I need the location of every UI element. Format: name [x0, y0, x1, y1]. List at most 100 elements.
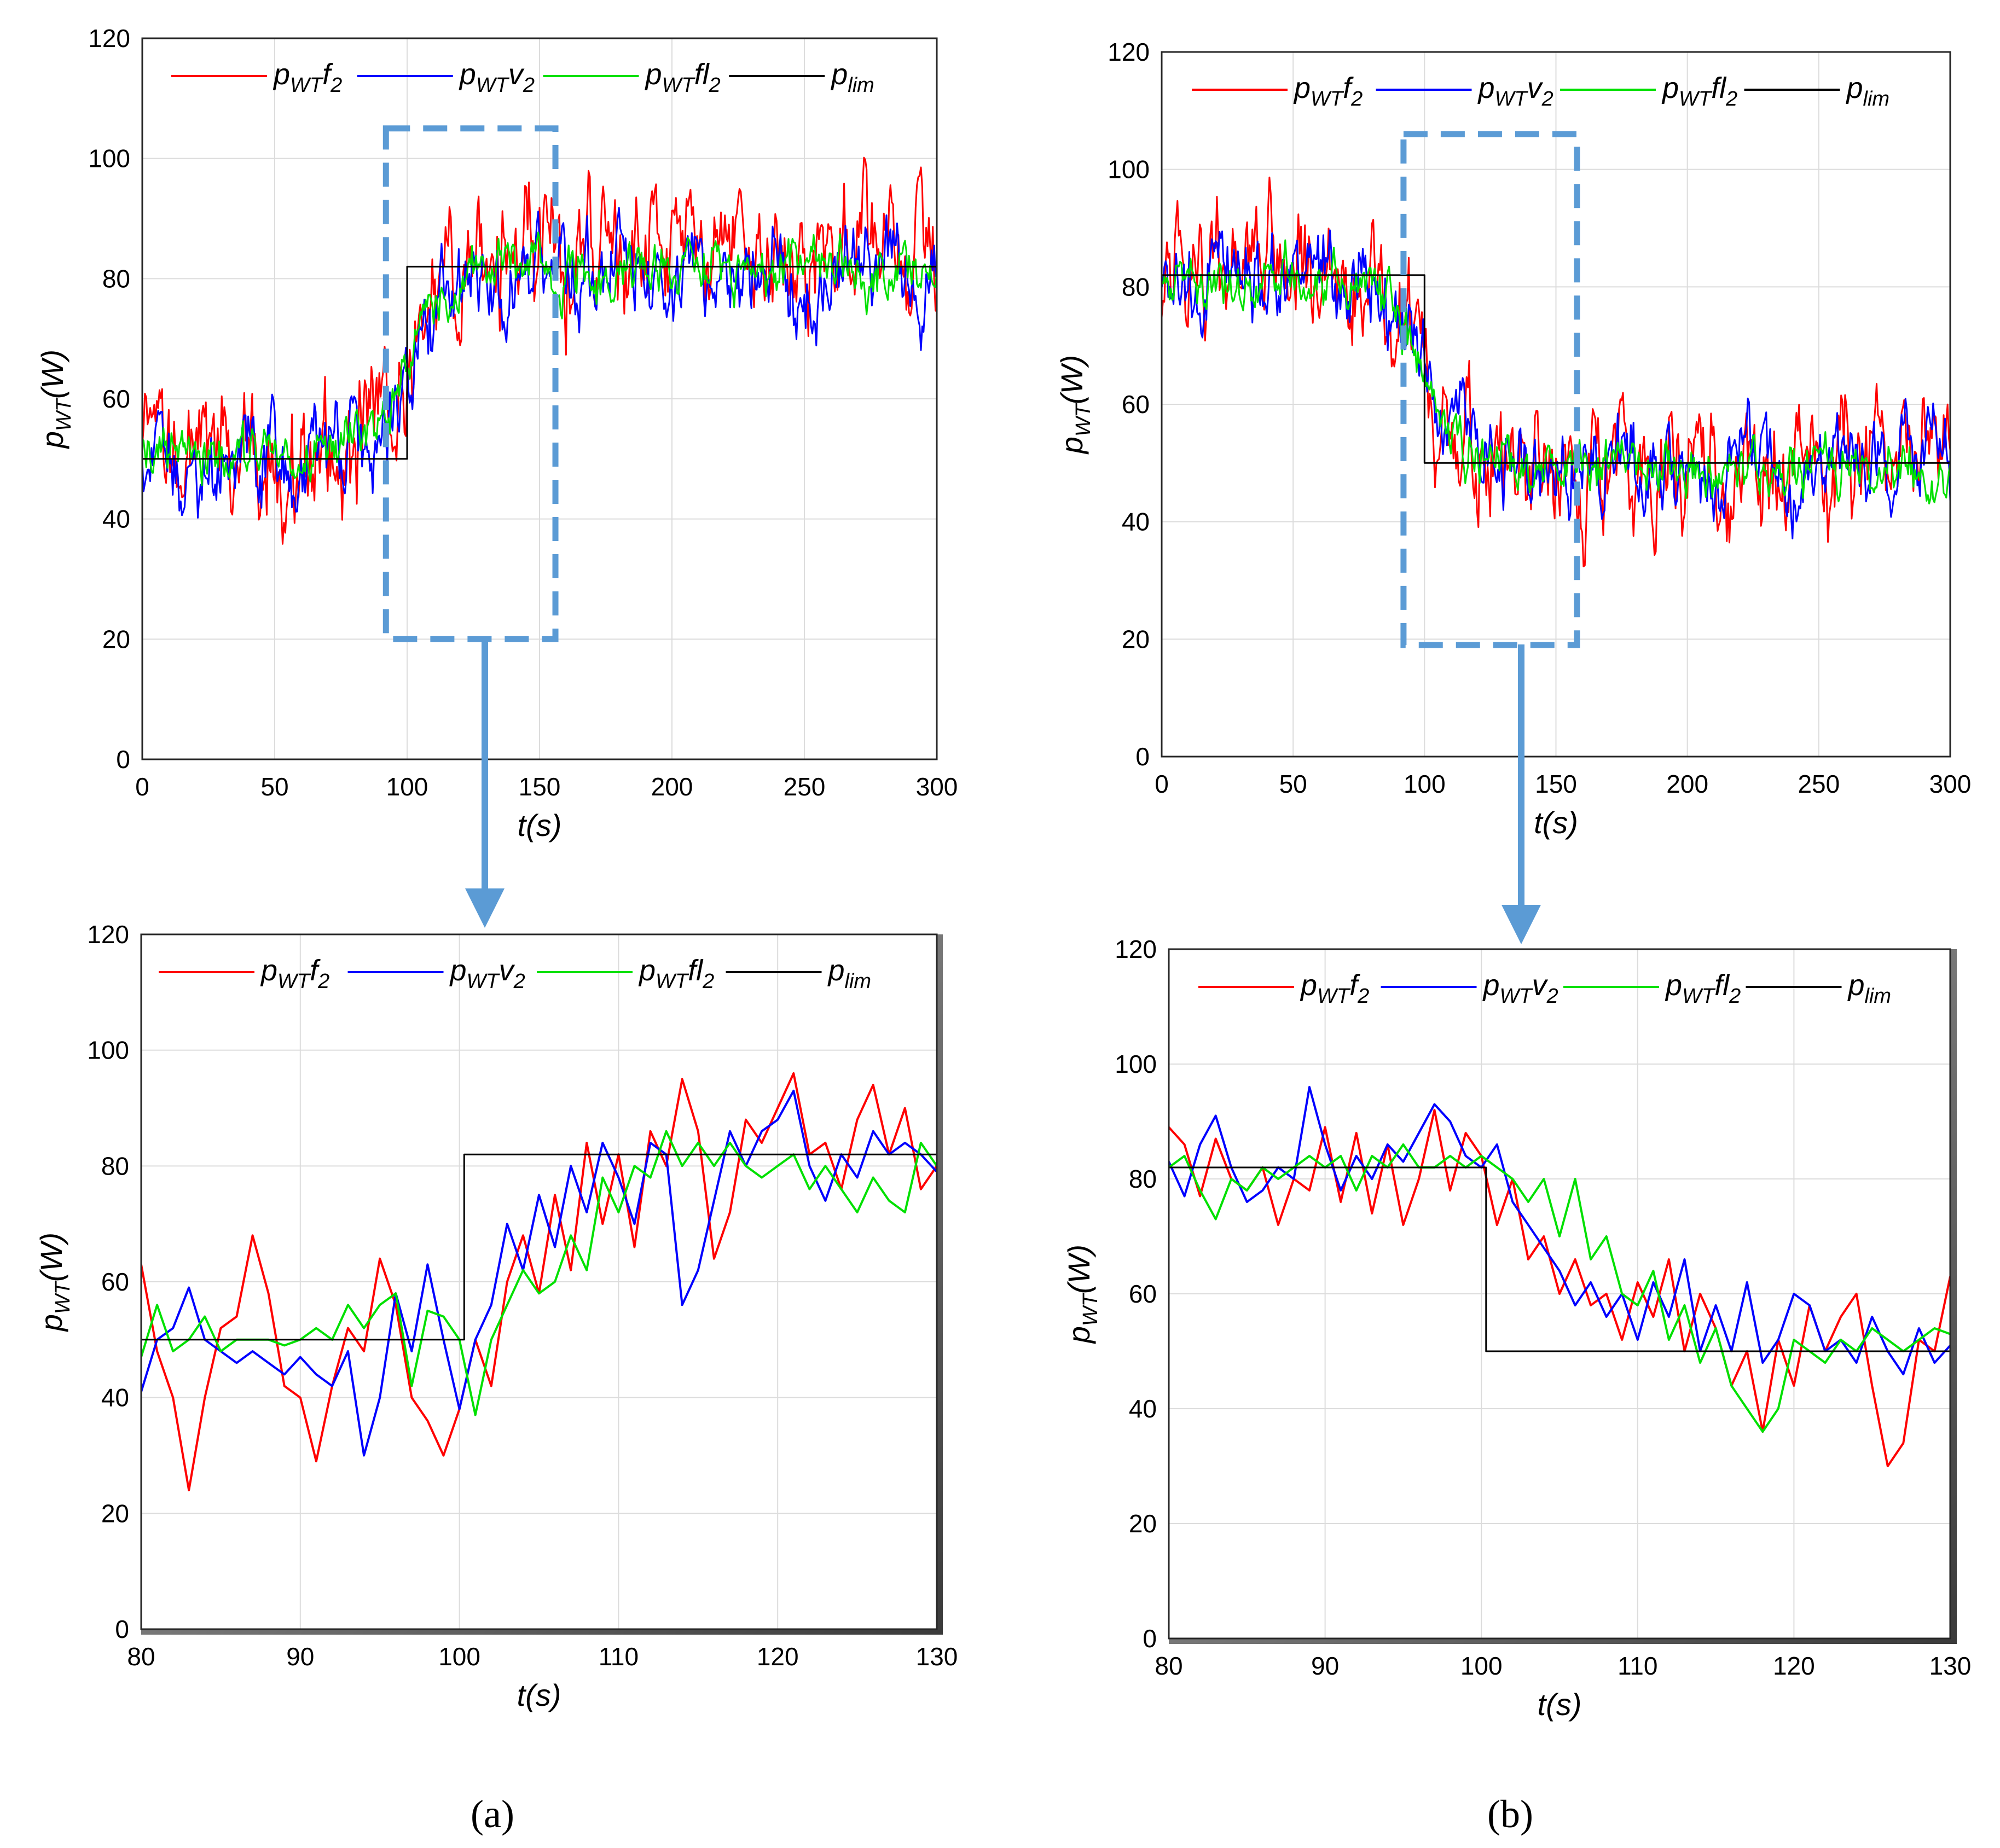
x-tick-label: 100	[438, 1642, 480, 1671]
legend-label-f2: pWTf2	[273, 58, 342, 97]
x-tick-label: 150	[1535, 770, 1577, 798]
zoom-arrows	[465, 639, 1541, 944]
series-line-pwt_fl2	[1169, 1143, 1950, 1433]
chart-panel-b-bottom: 80 90 100 110 120 130020406080100120t(s)pWT(W…	[1062, 935, 1971, 1722]
x-tick-label: 100	[1404, 770, 1446, 798]
x-tick-label: 250	[784, 772, 826, 801]
y-tick-label: 60	[1129, 1280, 1157, 1308]
legend-label-lim: plim	[1847, 969, 1892, 1008]
y-axis-label: pWT(W)	[34, 1233, 74, 1332]
y-axis-label: pWT(W)	[1054, 355, 1095, 455]
plot-frame	[1168, 948, 1951, 1640]
y-axis-label: pWT(W)	[1062, 1245, 1102, 1344]
x-tick-label: 90	[286, 1642, 314, 1671]
y-tick-label: 80	[1129, 1165, 1157, 1193]
series-group	[1162, 176, 1950, 567]
legend-label-fl2-part: fl	[1711, 72, 1727, 104]
legend-label-v2-part: v	[1532, 969, 1549, 1002]
legend-label-v2-part: p	[459, 58, 476, 91]
y-tick-label: 20	[102, 625, 130, 653]
legend-label-lim: plim	[1846, 72, 1890, 111]
legend-label-f2-part: f	[1343, 72, 1354, 104]
y-tick-label: 40	[102, 505, 130, 533]
x-tick-label: 130	[1929, 1652, 1972, 1680]
y-axis-label-part: WT	[1079, 1292, 1102, 1326]
legend-label-v2-part: WT	[476, 74, 510, 97]
legend-label-fl2-part: WT	[1682, 985, 1716, 1008]
series-group	[1169, 1086, 1950, 1467]
series-line-pwt_v2	[1162, 229, 1950, 539]
y-tick-label: 0	[1143, 1624, 1157, 1653]
y-tick-label: 20	[101, 1499, 129, 1527]
legend-label-lim-part: lim	[845, 970, 872, 993]
plot-frame	[1161, 51, 1951, 758]
caption-b-text: (b)	[1487, 1792, 1533, 1836]
series-line-pwt_v2	[1169, 1086, 1950, 1375]
y-tick-label: 120	[1115, 935, 1157, 963]
legend-label-v2-part: p	[449, 954, 467, 987]
y-tick-label: 20	[1129, 1509, 1157, 1538]
legend-label-v2-part: WT	[467, 970, 501, 993]
y-tick-label: 40	[101, 1384, 129, 1412]
legend-label-lim-part: lim	[1863, 88, 1890, 111]
x-tick-label: 130	[916, 1642, 958, 1671]
chart-panel-b-top: 0 50 100 150 200 250 300020406080100120t(s)pWT…	[1054, 38, 1971, 840]
legend-label-fl2: pWTfl2	[1661, 72, 1737, 111]
legend-label-v2-part: 2	[523, 74, 535, 97]
y-tick-label: 100	[88, 144, 130, 173]
x-tick-label: 100	[1460, 1652, 1503, 1680]
x-axis-label: t(s)	[1538, 1687, 1582, 1722]
chart-panel-a-top: 0 50 100 150 200 250 300020406080100120t(s)pWT…	[35, 24, 958, 842]
y-tick-label: 20	[1122, 625, 1150, 653]
x-tick-label: 100	[386, 772, 428, 801]
series-line-pwt_fl2	[1162, 239, 1950, 505]
y-tick-label: 60	[1122, 390, 1150, 419]
legend-label-f2-part: 2	[317, 970, 329, 993]
y-axis-label-part: (W)	[34, 1233, 68, 1282]
legend-label-v2: pWTv2	[449, 954, 525, 993]
y-axis-label-part: WT	[53, 397, 76, 431]
x-tick-label: 90	[1311, 1652, 1339, 1680]
legend-label-f2-part: p	[273, 58, 290, 91]
x-tick-label: 0	[135, 772, 149, 801]
y-axis-label-part: WT	[51, 1280, 74, 1314]
legend-label-fl2-part: WT	[662, 74, 696, 97]
legend-label-f2-part: WT	[1317, 985, 1351, 1008]
x-axis-label-part: t(s)	[517, 1678, 561, 1712]
legend-label-fl2-part: fl	[694, 58, 710, 91]
legend-label-fl2: pWTfl2	[638, 954, 714, 993]
x-tick-label: 110	[599, 1642, 639, 1671]
x-tick-label: 80	[1155, 1652, 1182, 1680]
y-tick-label: 60	[102, 385, 130, 413]
series-group	[141, 1072, 937, 1491]
y-axis-label-part: WT	[1072, 403, 1095, 437]
legend-label-v2: pWTv2	[1477, 72, 1553, 111]
series-line-plim	[1169, 1166, 1950, 1352]
legend-label-v2-part: p	[1477, 72, 1495, 104]
legend-label-fl2-part: p	[645, 58, 662, 91]
legend-label-fl2-part: 2	[1725, 88, 1737, 111]
legend-label-v2-part: WT	[1495, 88, 1529, 111]
legend-label-v2-part: 2	[513, 970, 525, 993]
legend-label-f2: pWTf2	[1293, 72, 1363, 111]
x-tick-label: 110	[1618, 1652, 1657, 1680]
x-tick-label: 200	[1666, 770, 1708, 798]
legend-label-f2-part: f	[310, 954, 321, 987]
y-tick-label: 40	[1129, 1394, 1157, 1423]
legend-label-fl2-part: WT	[1679, 88, 1713, 111]
chart-panel-a-bottom: 80 90 100 110 120 130020406080100120t(s)pWT(W…	[34, 920, 958, 1712]
legend-label-f2-part: f	[322, 58, 333, 91]
legend-label-v2-part: v	[1527, 72, 1544, 104]
legend-label-fl2-part: 2	[1729, 985, 1741, 1008]
y-axis-label-part: (W)	[1054, 355, 1089, 404]
legend-label-lim: plim	[827, 954, 872, 993]
legend-label-fl2-part: 2	[702, 970, 714, 993]
series-line-pwt_fl2	[141, 1130, 937, 1416]
x-tick-label: 120	[757, 1642, 799, 1671]
x-tick-label: 150	[519, 772, 561, 801]
y-tick-label: 100	[1115, 1050, 1157, 1078]
y-axis-label-part: p	[1054, 437, 1089, 455]
series-line-plim	[142, 265, 937, 460]
caption-b: (b)	[1487, 1792, 1533, 1836]
series-line-pwt_f2	[142, 156, 937, 545]
